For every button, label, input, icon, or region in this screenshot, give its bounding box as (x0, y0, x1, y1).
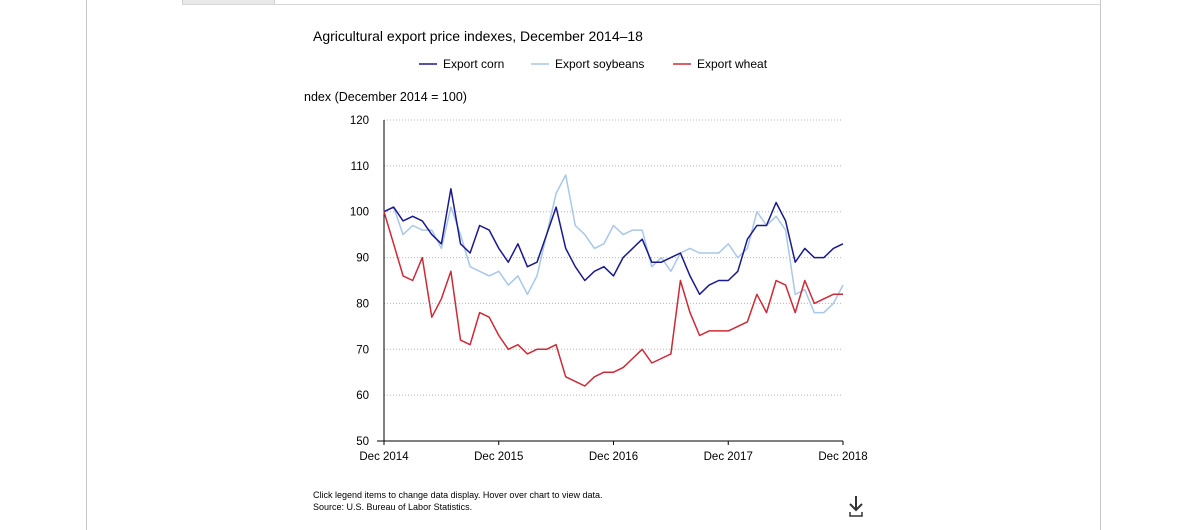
gridlines (384, 119, 843, 396)
x-tick-label: Dec 2018 (818, 451, 867, 463)
y-axis-title: ndex (December 2014 = 100) (304, 90, 467, 104)
legend-label-corn: Export corn (443, 57, 504, 71)
tab-bar-divider (182, 4, 1101, 5)
footer-source: Source: U.S. Bureau of Labor Statistics. (313, 502, 472, 512)
legend-item-corn[interactable]: Export corn (419, 57, 504, 71)
download-icon[interactable] (845, 493, 867, 517)
legend-item-wheat[interactable]: Export wheat (673, 57, 768, 71)
series-lines[interactable] (383, 174, 844, 387)
footer-note: Click legend items to change data displa… (313, 490, 602, 500)
y-tick-label: 120 (350, 115, 369, 127)
series-line-corn[interactable] (383, 188, 844, 296)
legend-label-soybeans: Export soybeans (555, 57, 644, 71)
chart-title: Agricultural export price indexes, Decem… (313, 28, 643, 44)
x-tick-label: Dec 2017 (704, 451, 753, 463)
y-axis-ticks: 50 60 70 80 90 100 110 120 (350, 115, 369, 448)
y-tick-label: 110 (351, 161, 369, 173)
y-tick-label: 50 (356, 436, 369, 448)
x-tick-label: Dec 2014 (359, 451, 409, 463)
legend-label-wheat: Export wheat (697, 57, 768, 71)
legend: Export corn Export soybeans Export wheat (419, 57, 768, 71)
y-tick-label: 70 (356, 344, 369, 356)
y-tick-label: 60 (356, 390, 369, 402)
x-tick-label: Dec 2016 (589, 451, 638, 463)
x-axis-ticks: Dec 2014 Dec 2015 Dec 2016 Dec 2017 Dec 2018 (359, 441, 868, 463)
chart-container (86, 0, 1101, 530)
x-tick-label: Dec 2015 (474, 451, 523, 463)
y-tick-label: 100 (350, 207, 369, 219)
y-tick-label: 90 (356, 253, 369, 265)
y-tick-label: 80 (356, 298, 369, 310)
series-line-wheat[interactable] (383, 211, 843, 387)
legend-item-soybeans[interactable]: Export soybeans (531, 57, 644, 71)
axes (377, 120, 843, 442)
